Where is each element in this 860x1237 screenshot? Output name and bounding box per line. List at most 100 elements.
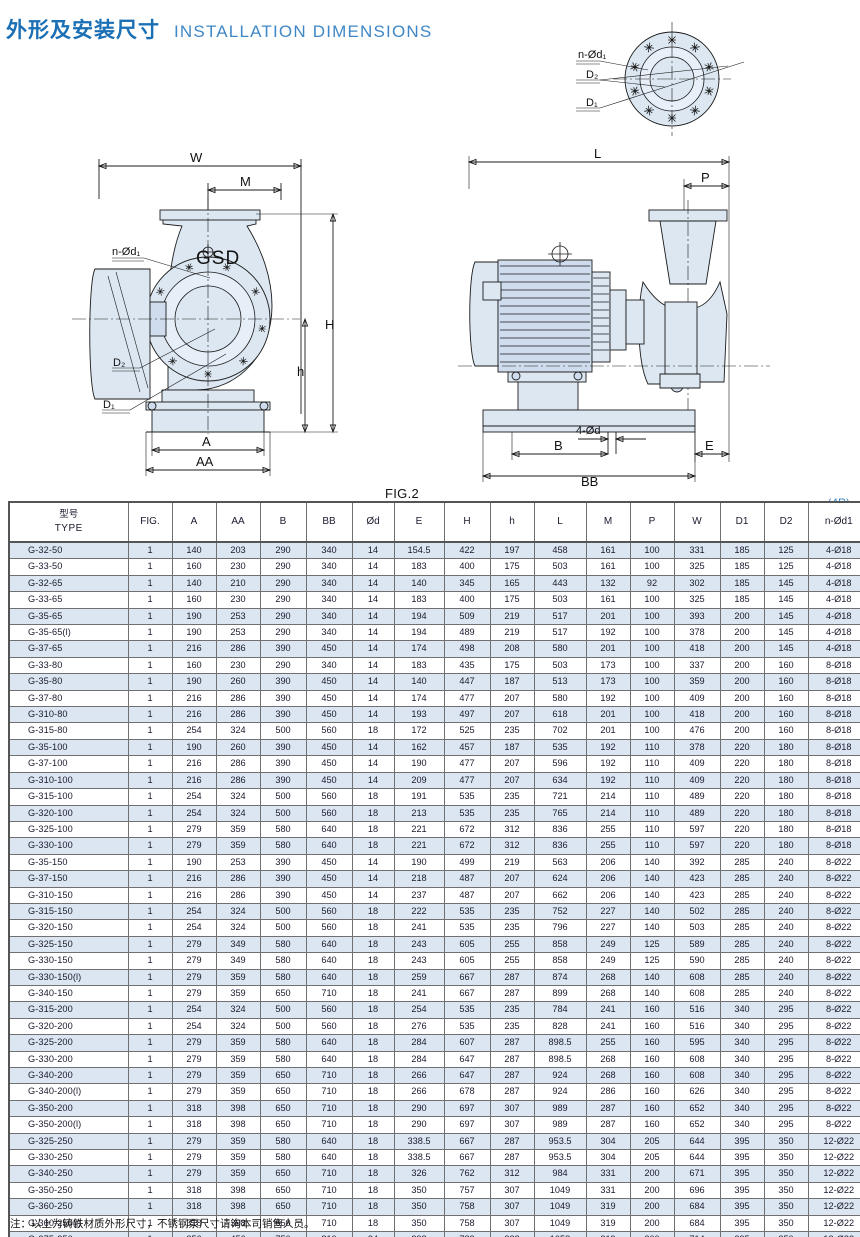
- cell-fig: 1: [127, 1214, 173, 1233]
- cell-l: 858: [533, 935, 587, 954]
- cell-m: 249: [585, 952, 631, 970]
- cell-l: 874: [533, 968, 587, 986]
- cell-m: 255: [585, 1034, 631, 1052]
- table-row: G-35-100 1 190 260 390 450 14 162 457 187 535 192 11…: [8, 738, 860, 757]
- cell-h: 187: [489, 738, 535, 757]
- cell-l: 953.5: [533, 1149, 587, 1167]
- cell-type: G-310-100: [8, 771, 129, 790]
- table-row: G-340-200 1 279 359 650 710 18 266 647 287 924 268 1…: [8, 1066, 860, 1085]
- cell-w: 503: [673, 919, 721, 937]
- cell-m: 241: [585, 1001, 631, 1019]
- cell-type: G-310-80: [8, 706, 129, 724]
- cell-b: 580: [259, 1149, 307, 1167]
- cell-nod1: 8-Ø18: [807, 771, 860, 790]
- cell-l: 503: [533, 656, 587, 675]
- cell-nod1: 8-Ø22: [807, 919, 860, 937]
- cell-aa: 359: [215, 968, 261, 986]
- cell-p: 110: [629, 771, 675, 790]
- cell-a: 279: [171, 820, 217, 839]
- cell-h: 647: [443, 1066, 491, 1085]
- cell-bb: 640: [305, 820, 353, 839]
- cell-nod1: 8-Ø18: [807, 820, 860, 839]
- cell-od: 18: [351, 935, 395, 954]
- front-view-drawing: [72, 159, 338, 476]
- cell-e: 259: [393, 968, 445, 986]
- table-row: G-33-50 1 160 230 290 340 14 183 400 175 503 161 100…: [8, 558, 860, 576]
- cell-w: 652: [673, 1099, 721, 1118]
- cell-h: 667: [443, 968, 491, 986]
- cell-a: 216: [171, 870, 217, 888]
- cell-bb: 560: [305, 902, 353, 921]
- cell-h: 672: [443, 837, 491, 855]
- cell-d2: 180: [763, 771, 809, 790]
- cell-bb: 560: [305, 788, 353, 806]
- cell-b: 290: [259, 607, 307, 626]
- cell-b: 500: [259, 722, 307, 740]
- cell-d1: 395: [719, 1198, 765, 1216]
- cell-a: 279: [171, 837, 217, 855]
- col-header-w: W: [673, 501, 721, 543]
- cell-fig: 1: [127, 1149, 173, 1167]
- cell-d2: 180: [763, 738, 809, 757]
- col-header-m: M: [585, 501, 631, 543]
- cell-fig: 1: [127, 591, 173, 609]
- cell-h: 307: [489, 1116, 535, 1134]
- cell-h: 207: [489, 689, 535, 708]
- cell-nod1: 8-Ø22: [807, 1116, 860, 1134]
- cell-e: 140: [393, 673, 445, 691]
- cell-p: 110: [629, 804, 675, 822]
- cell-p: 125: [629, 935, 675, 954]
- cell-bb: 340: [305, 541, 353, 560]
- cell-type: G-32-50: [8, 541, 129, 560]
- cell-w: 671: [673, 1165, 721, 1183]
- table-row: G-325-150 1 279 349 580 640 18 243 605 255 858 249 1…: [8, 935, 860, 954]
- cell-aa: 260: [215, 673, 261, 691]
- cell-od: 18: [351, 902, 395, 921]
- cell-l: 503: [533, 558, 587, 576]
- cell-fig: 1: [127, 1034, 173, 1052]
- cell-type: G-315-80: [8, 722, 129, 740]
- cell-d2: 295: [763, 1034, 809, 1052]
- cell-p: 100: [629, 541, 675, 560]
- cell-e: 183: [393, 558, 445, 576]
- side-view-4-od-label: 4-Ød: [576, 425, 600, 437]
- cell-a: 254: [171, 804, 217, 822]
- cell-d2: 350: [763, 1165, 809, 1183]
- cell-e: 162: [393, 738, 445, 757]
- cell-fig: 1: [127, 870, 173, 888]
- col-header-l: L: [533, 501, 587, 543]
- cell-od: 18: [351, 1017, 395, 1036]
- cell-p: 100: [629, 607, 675, 626]
- cell-b: 500: [259, 788, 307, 806]
- cell-e: 221: [393, 837, 445, 855]
- table-header-row: 型号 TYPE FIG. A AA B BB Ød E H h L M P W: [8, 501, 860, 543]
- cell-w: 423: [673, 886, 721, 904]
- cell-nod1: 8-Ø22: [807, 935, 860, 954]
- cell-w: 589: [673, 935, 721, 954]
- cell-h: 435: [443, 656, 491, 675]
- cell-fig: 1: [127, 1132, 173, 1151]
- cell-w: 337: [673, 656, 721, 675]
- cell-bb: 340: [305, 624, 353, 642]
- cell-w: 392: [673, 853, 721, 872]
- cell-fig: 1: [127, 1017, 173, 1036]
- cell-h: 497: [443, 706, 491, 724]
- cell-w: 325: [673, 591, 721, 609]
- cell-od: 18: [351, 1099, 395, 1118]
- cell-e: 222: [393, 902, 445, 921]
- table-row: G-340-200(l) 1 279 359 650 710 18 266 678 287 924 2…: [8, 1083, 860, 1101]
- cell-m: 227: [585, 919, 631, 937]
- cell-b: 750: [259, 1231, 307, 1237]
- cell-h: 235: [489, 1001, 535, 1019]
- cell-nod1: 8-Ø18: [807, 706, 860, 724]
- cell-h: 207: [489, 771, 535, 790]
- cell-e: 266: [393, 1083, 445, 1101]
- col-header-aa: AA: [215, 501, 261, 543]
- cell-od: 18: [351, 1132, 395, 1151]
- cell-b: 500: [259, 1017, 307, 1036]
- cell-d1: 340: [719, 1066, 765, 1085]
- cell-type: G-375-250: [8, 1231, 129, 1237]
- cell-l: 596: [533, 755, 587, 773]
- cell-type: G-330-200: [8, 1050, 129, 1069]
- cell-a: 254: [171, 788, 217, 806]
